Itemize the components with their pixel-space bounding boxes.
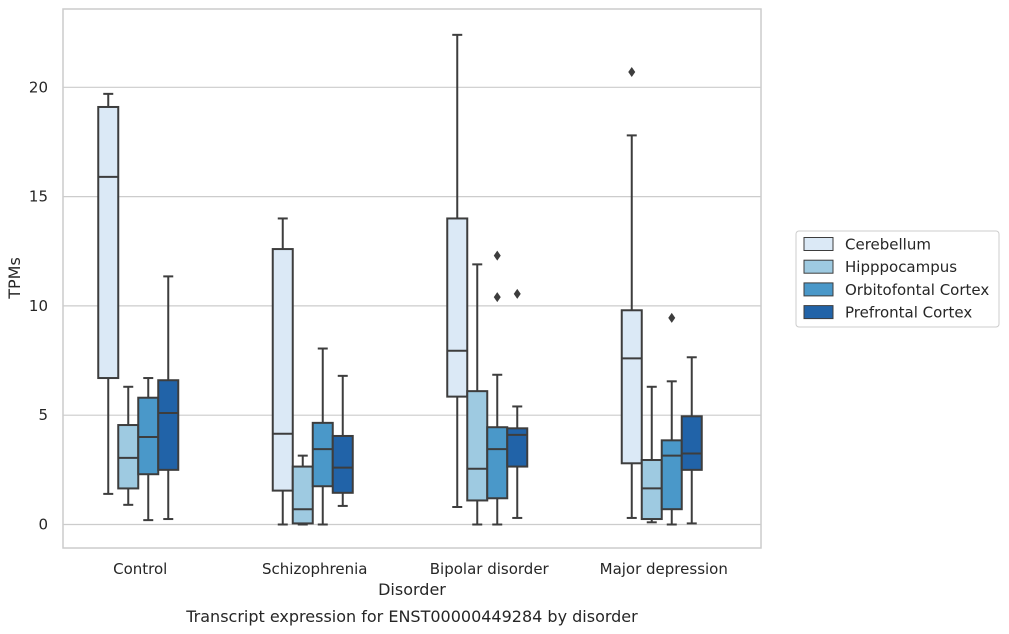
x-tick-label: Bipolar disorder xyxy=(430,560,550,578)
legend-swatch xyxy=(803,259,834,274)
box-iqr xyxy=(137,396,160,476)
box-prefrontal-cortex-schizophrenia xyxy=(331,374,354,507)
y-tick-label: 20 xyxy=(29,78,48,96)
legend-label: Orbitofontal Cortex xyxy=(845,281,989,299)
box-orbitofontal-cortex-control xyxy=(137,377,160,522)
box-prefrontal-cortex-bipolar-disorder xyxy=(506,288,529,519)
legend-label: Hipppocampus xyxy=(845,258,957,276)
x-axis-title: Disorder xyxy=(378,580,446,599)
box-iqr xyxy=(640,459,663,521)
box-iqr xyxy=(271,248,294,492)
y-gridlines xyxy=(63,86,761,526)
box-iqr xyxy=(291,465,314,525)
x-tick-label: Major depression xyxy=(600,560,728,578)
outlier-point xyxy=(493,250,501,261)
legend-frame xyxy=(795,230,1000,328)
box-cerebellum-bipolar-disorder xyxy=(446,33,469,509)
legend-swatch xyxy=(803,237,834,251)
outlier-point xyxy=(493,292,501,303)
box-iqr xyxy=(97,105,120,380)
box-iqr xyxy=(486,426,509,500)
box-iqr xyxy=(466,390,489,502)
plot-frame xyxy=(62,8,762,549)
legend-swatch xyxy=(803,305,834,320)
box-cerebellum-control xyxy=(97,92,120,495)
box-iqr xyxy=(331,434,354,494)
box-hipppocampus-control xyxy=(117,385,140,506)
box-hipppocampus-schizophrenia xyxy=(291,454,314,526)
box-hipppocampus-bipolar-disorder xyxy=(466,263,489,526)
box-orbitofontal-cortex-schizophrenia xyxy=(311,347,334,526)
box-hipppocampus-major-depression xyxy=(640,385,663,524)
box-iqr xyxy=(620,309,643,465)
box-iqr xyxy=(680,415,703,471)
legend-swatch xyxy=(803,282,834,297)
chart-caption: Transcript expression for ENST0000044928… xyxy=(185,607,638,626)
y-tick-labels: 0 5 10 15 20 xyxy=(29,78,48,533)
box-cerebellum-schizophrenia xyxy=(271,217,294,526)
box-iqr xyxy=(157,379,180,471)
x-tick-labels: Control Schizophrenia Bipolar disorder Majo… xyxy=(113,560,728,578)
y-tick-label: 15 xyxy=(29,188,48,206)
box-iqr xyxy=(506,427,529,468)
box-iqr xyxy=(446,217,469,398)
y-tick-label: 0 xyxy=(38,516,48,534)
box-iqr xyxy=(660,439,683,511)
box-iqr xyxy=(117,424,140,490)
outlier-point xyxy=(513,288,521,299)
y-axis-title: TPMs xyxy=(5,257,24,300)
box-prefrontal-cortex-control xyxy=(157,275,180,521)
box-orbitofontal-cortex-bipolar-disorder xyxy=(486,250,509,526)
x-tick-label: Schizophrenia xyxy=(262,560,367,578)
box-groups xyxy=(97,33,703,526)
box-orbitofontal-cortex-major-depression xyxy=(660,312,683,526)
box-prefrontal-cortex-major-depression xyxy=(680,356,703,525)
box-cerebellum-major-depression xyxy=(620,66,643,519)
outlier-point xyxy=(628,66,636,77)
legend: Cerebellum Hipppocampus Orbitofontal Corte… xyxy=(795,230,1000,328)
legend-label: Prefrontal Cortex xyxy=(845,304,972,322)
y-tick-label: 5 xyxy=(38,406,48,424)
y-tick-label: 10 xyxy=(29,297,48,315)
outlier-point xyxy=(668,312,676,323)
box-iqr xyxy=(311,421,334,488)
x-tick-label: Control xyxy=(113,560,167,578)
legend-label: Cerebellum xyxy=(845,236,931,254)
